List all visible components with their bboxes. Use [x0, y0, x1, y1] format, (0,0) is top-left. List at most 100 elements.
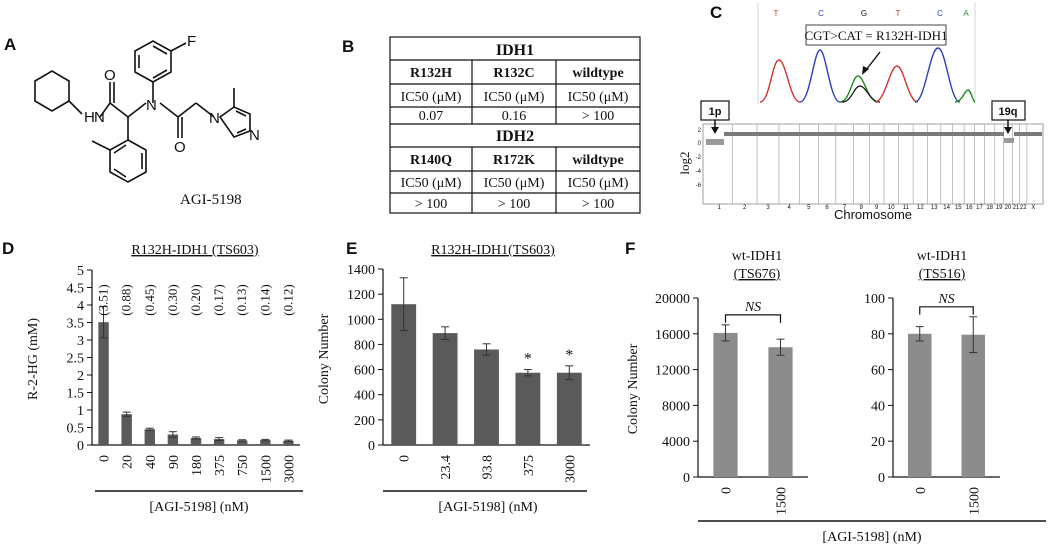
data-label: (0.20)	[188, 284, 203, 315]
chromosome-label-16: 16	[966, 205, 973, 211]
bar	[556, 372, 582, 445]
cn-ylabel: log2	[677, 151, 692, 174]
chart-f2-title-line-1: wt-IDH1	[917, 249, 968, 264]
y-tick-label: 4000	[662, 435, 690, 450]
cyclohexyl-ring	[34, 70, 70, 112]
y-tick-label: 20000	[655, 292, 690, 307]
base-label-1: T	[774, 9, 779, 18]
bar	[907, 333, 932, 477]
marker-19q: 19q	[999, 106, 1018, 118]
y-tick-label: 100	[864, 292, 885, 307]
x-tick-label: 3000	[563, 455, 578, 483]
significance-bracket	[724, 314, 782, 323]
bar	[144, 429, 155, 445]
chart-f1: 0 4000 8000 12000 16000 20000 0 1500 NS	[655, 292, 808, 515]
chromosome-label-10: 10	[888, 205, 895, 211]
trace-green-2	[954, 89, 976, 103]
chromosome-label-4: 4	[787, 205, 791, 211]
panel-letter-b: B	[342, 37, 354, 56]
x-tick-label: 1500	[259, 455, 274, 483]
chromosome-label-7: 7	[843, 205, 847, 211]
x-tick-label: 375	[213, 455, 228, 476]
y-tick-label: 0	[878, 471, 885, 486]
significance-bracket	[919, 306, 974, 315]
bar	[713, 332, 738, 477]
panel-f: F wt-IDH1 (TS676) 0400080001200016000200…	[625, 239, 1046, 545]
panel-letter-f: F	[625, 239, 635, 258]
table-idh1-value-1: 0.07	[419, 109, 444, 124]
y-tick-label: 400	[354, 389, 375, 404]
imidazole-ring	[218, 106, 251, 138]
atom-h: H	[84, 109, 95, 126]
y-tick-label: 0	[368, 439, 375, 454]
cn-ytick-4: -4	[696, 169, 702, 175]
chart-f2: 0 20 40 60 80 100 0 1500 NS	[864, 292, 1000, 515]
chromosome-label-2: 2	[743, 205, 747, 211]
x-tick-label: 40	[144, 455, 159, 469]
y-tick-label: 1.5	[67, 387, 85, 402]
bar	[432, 333, 458, 445]
table-idh2-value-1: > 100	[415, 197, 447, 212]
x-tick-label: 0	[98, 455, 113, 462]
data-label: (0.12)	[280, 284, 295, 315]
cn-ytick-1: 2	[698, 128, 702, 134]
table-idh1-value-3: > 100	[582, 109, 614, 124]
table-idh1-header-1: R132H	[410, 66, 452, 81]
copy-number-plot: 1p 19q 2 0 -2 -4 -6 log2 1 2 3 4 5 6 7 8 9 10 11 12…	[677, 100, 1044, 222]
atom-n-imidazole-2: N	[249, 127, 260, 144]
chart-e-xlabel: [AGI-5198] (nM)	[438, 500, 537, 515]
base-label-4: T	[896, 9, 901, 18]
table-idh1-unit-1: IC50 (μM)	[401, 90, 462, 105]
marker-1p: 1p	[709, 106, 722, 118]
atom-n-center: N	[146, 97, 157, 114]
chromosome-label-6: 6	[825, 205, 829, 211]
atom-n-amide: N	[94, 109, 105, 126]
y-tick-label: 2.5	[67, 352, 85, 367]
mutation-arrow	[865, 51, 881, 71]
chromosome-label-3: 3	[766, 205, 770, 211]
table-idh2-header-3: wildtype	[572, 153, 623, 168]
chart-e-title: R132H-IDH1(TS603)	[431, 243, 555, 258]
chromosome-label-8: 8	[860, 205, 864, 211]
y-tick-label: 3	[77, 334, 84, 349]
y-tick-label: 3.5	[67, 317, 85, 332]
trace-blue-1	[799, 49, 841, 103]
y-tick-label: 1000	[347, 313, 375, 328]
atom-f: F	[187, 33, 196, 50]
table-idh2-value-3: > 100	[582, 197, 614, 212]
data-label: (0.88)	[119, 284, 134, 315]
base-label-2: C	[818, 9, 824, 18]
panel-letter-a: A	[4, 35, 16, 54]
cn-ytick-3: -2	[696, 155, 702, 161]
x-tick-label: 1500	[775, 487, 790, 515]
compound-name: AGI-5198	[180, 192, 242, 208]
bar	[237, 440, 248, 445]
chromosome-label-17: 17	[976, 205, 983, 211]
chromosome-label-5: 5	[807, 205, 811, 211]
y-tick-label: 2	[77, 369, 84, 384]
significance-marker: *	[524, 351, 532, 368]
chromosome-label-X: X	[1031, 205, 1035, 211]
table-idh2-unit-2: IC50 (μM)	[484, 176, 545, 191]
mutation-label-box	[805, 24, 947, 46]
chromosome-label-21: 21	[1013, 205, 1020, 211]
bar	[474, 349, 499, 445]
bar	[283, 440, 294, 445]
chromosome-label-22: 22	[1020, 205, 1027, 211]
y-tick-label: 12000	[655, 364, 690, 379]
x-tick-label: 23.4	[439, 455, 454, 480]
sequence-chromatogram: T C G T C A CGT>CAT = R132H-IDH1	[757, 2, 976, 104]
table-idh1-title: IDH1	[496, 42, 534, 59]
table-idh2-unit-1: IC50 (μM)	[401, 176, 462, 191]
y-tick-label: 4.5	[67, 282, 85, 297]
x-tick-label: 0	[398, 455, 413, 462]
chromosome-labels: 1 2 3 4 5 6 7 8 9 10 11 12 13 14 15 16 17 18 19 20 21 22 X	[717, 205, 1035, 211]
x-tick-label: 0	[720, 487, 735, 494]
chart-e-ylabel: Colony Number	[317, 313, 332, 404]
bar	[121, 414, 132, 445]
chemical-structure	[34, 40, 251, 183]
segment-19q	[1004, 138, 1014, 143]
bar	[768, 347, 793, 477]
chromosome-label-20: 20	[1005, 205, 1012, 211]
